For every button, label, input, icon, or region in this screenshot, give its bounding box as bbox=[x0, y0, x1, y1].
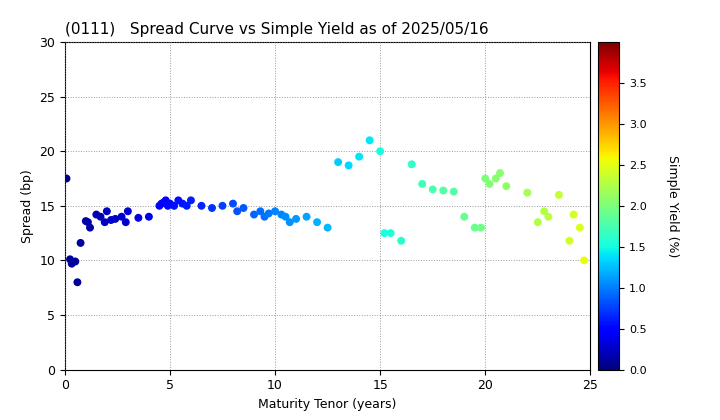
Point bbox=[64, 256, 76, 262]
Point bbox=[158, 199, 169, 206]
Point bbox=[185, 197, 197, 204]
X-axis label: Maturity Tenor (years): Maturity Tenor (years) bbox=[258, 398, 397, 411]
Point bbox=[364, 137, 375, 144]
Point bbox=[66, 260, 78, 267]
Point bbox=[101, 208, 112, 215]
Point bbox=[156, 200, 167, 207]
Point bbox=[75, 239, 86, 246]
Point bbox=[206, 205, 217, 211]
Point bbox=[263, 210, 274, 217]
Point bbox=[532, 219, 544, 226]
Point bbox=[269, 208, 281, 215]
Point bbox=[539, 208, 550, 215]
Point bbox=[109, 215, 121, 222]
Point bbox=[406, 161, 418, 168]
Point bbox=[196, 202, 207, 209]
Point bbox=[95, 213, 107, 220]
Point bbox=[568, 211, 580, 218]
Point bbox=[228, 200, 239, 207]
Point bbox=[448, 188, 459, 195]
Point bbox=[80, 218, 91, 224]
Point bbox=[333, 159, 344, 165]
Point bbox=[276, 211, 287, 218]
Point bbox=[255, 208, 266, 215]
Point bbox=[70, 258, 81, 265]
Point bbox=[177, 200, 189, 207]
Y-axis label: Spread (bp): Spread (bp) bbox=[21, 169, 34, 243]
Point bbox=[72, 279, 84, 286]
Point bbox=[238, 205, 249, 211]
Point bbox=[160, 197, 171, 204]
Point bbox=[290, 215, 302, 222]
Point bbox=[120, 219, 132, 226]
Point bbox=[379, 230, 390, 236]
Point bbox=[217, 202, 228, 209]
Point bbox=[280, 213, 292, 220]
Point bbox=[168, 202, 180, 209]
Point bbox=[284, 219, 295, 226]
Point bbox=[553, 192, 564, 198]
Point bbox=[153, 202, 165, 209]
Point bbox=[416, 181, 428, 187]
Point bbox=[564, 237, 575, 244]
Point bbox=[574, 224, 585, 231]
Point bbox=[82, 219, 94, 226]
Point bbox=[427, 186, 438, 193]
Text: (0111)   Spread Curve vs Simple Yield as of 2025/05/16: (0111) Spread Curve vs Simple Yield as o… bbox=[65, 22, 488, 37]
Point bbox=[143, 213, 155, 220]
Point bbox=[385, 230, 397, 236]
Point bbox=[164, 200, 176, 207]
Point bbox=[122, 208, 134, 215]
Point bbox=[459, 213, 470, 220]
Point bbox=[322, 224, 333, 231]
Point bbox=[475, 224, 487, 231]
Point bbox=[105, 217, 117, 223]
Point bbox=[248, 211, 260, 218]
Point bbox=[132, 215, 144, 221]
Point bbox=[311, 219, 323, 226]
Point bbox=[578, 257, 590, 264]
Y-axis label: Simple Yield (%): Simple Yield (%) bbox=[666, 155, 679, 257]
Point bbox=[374, 148, 386, 155]
Point bbox=[162, 202, 174, 209]
Point bbox=[480, 175, 491, 182]
Point bbox=[521, 189, 533, 196]
Point bbox=[99, 219, 110, 226]
Point bbox=[301, 213, 312, 220]
Point bbox=[116, 213, 127, 220]
Point bbox=[173, 197, 184, 204]
Point bbox=[91, 211, 102, 218]
Point bbox=[395, 237, 407, 244]
Point bbox=[258, 213, 270, 220]
Point bbox=[494, 170, 505, 176]
Point bbox=[469, 224, 480, 231]
Point bbox=[543, 213, 554, 220]
Point bbox=[354, 153, 365, 160]
Point bbox=[84, 224, 96, 231]
Point bbox=[484, 181, 495, 187]
Point bbox=[343, 162, 354, 169]
Point bbox=[438, 187, 449, 194]
Point bbox=[500, 183, 512, 189]
Point bbox=[60, 175, 72, 182]
Point bbox=[231, 208, 243, 215]
Point bbox=[490, 175, 502, 182]
Point bbox=[181, 202, 192, 209]
